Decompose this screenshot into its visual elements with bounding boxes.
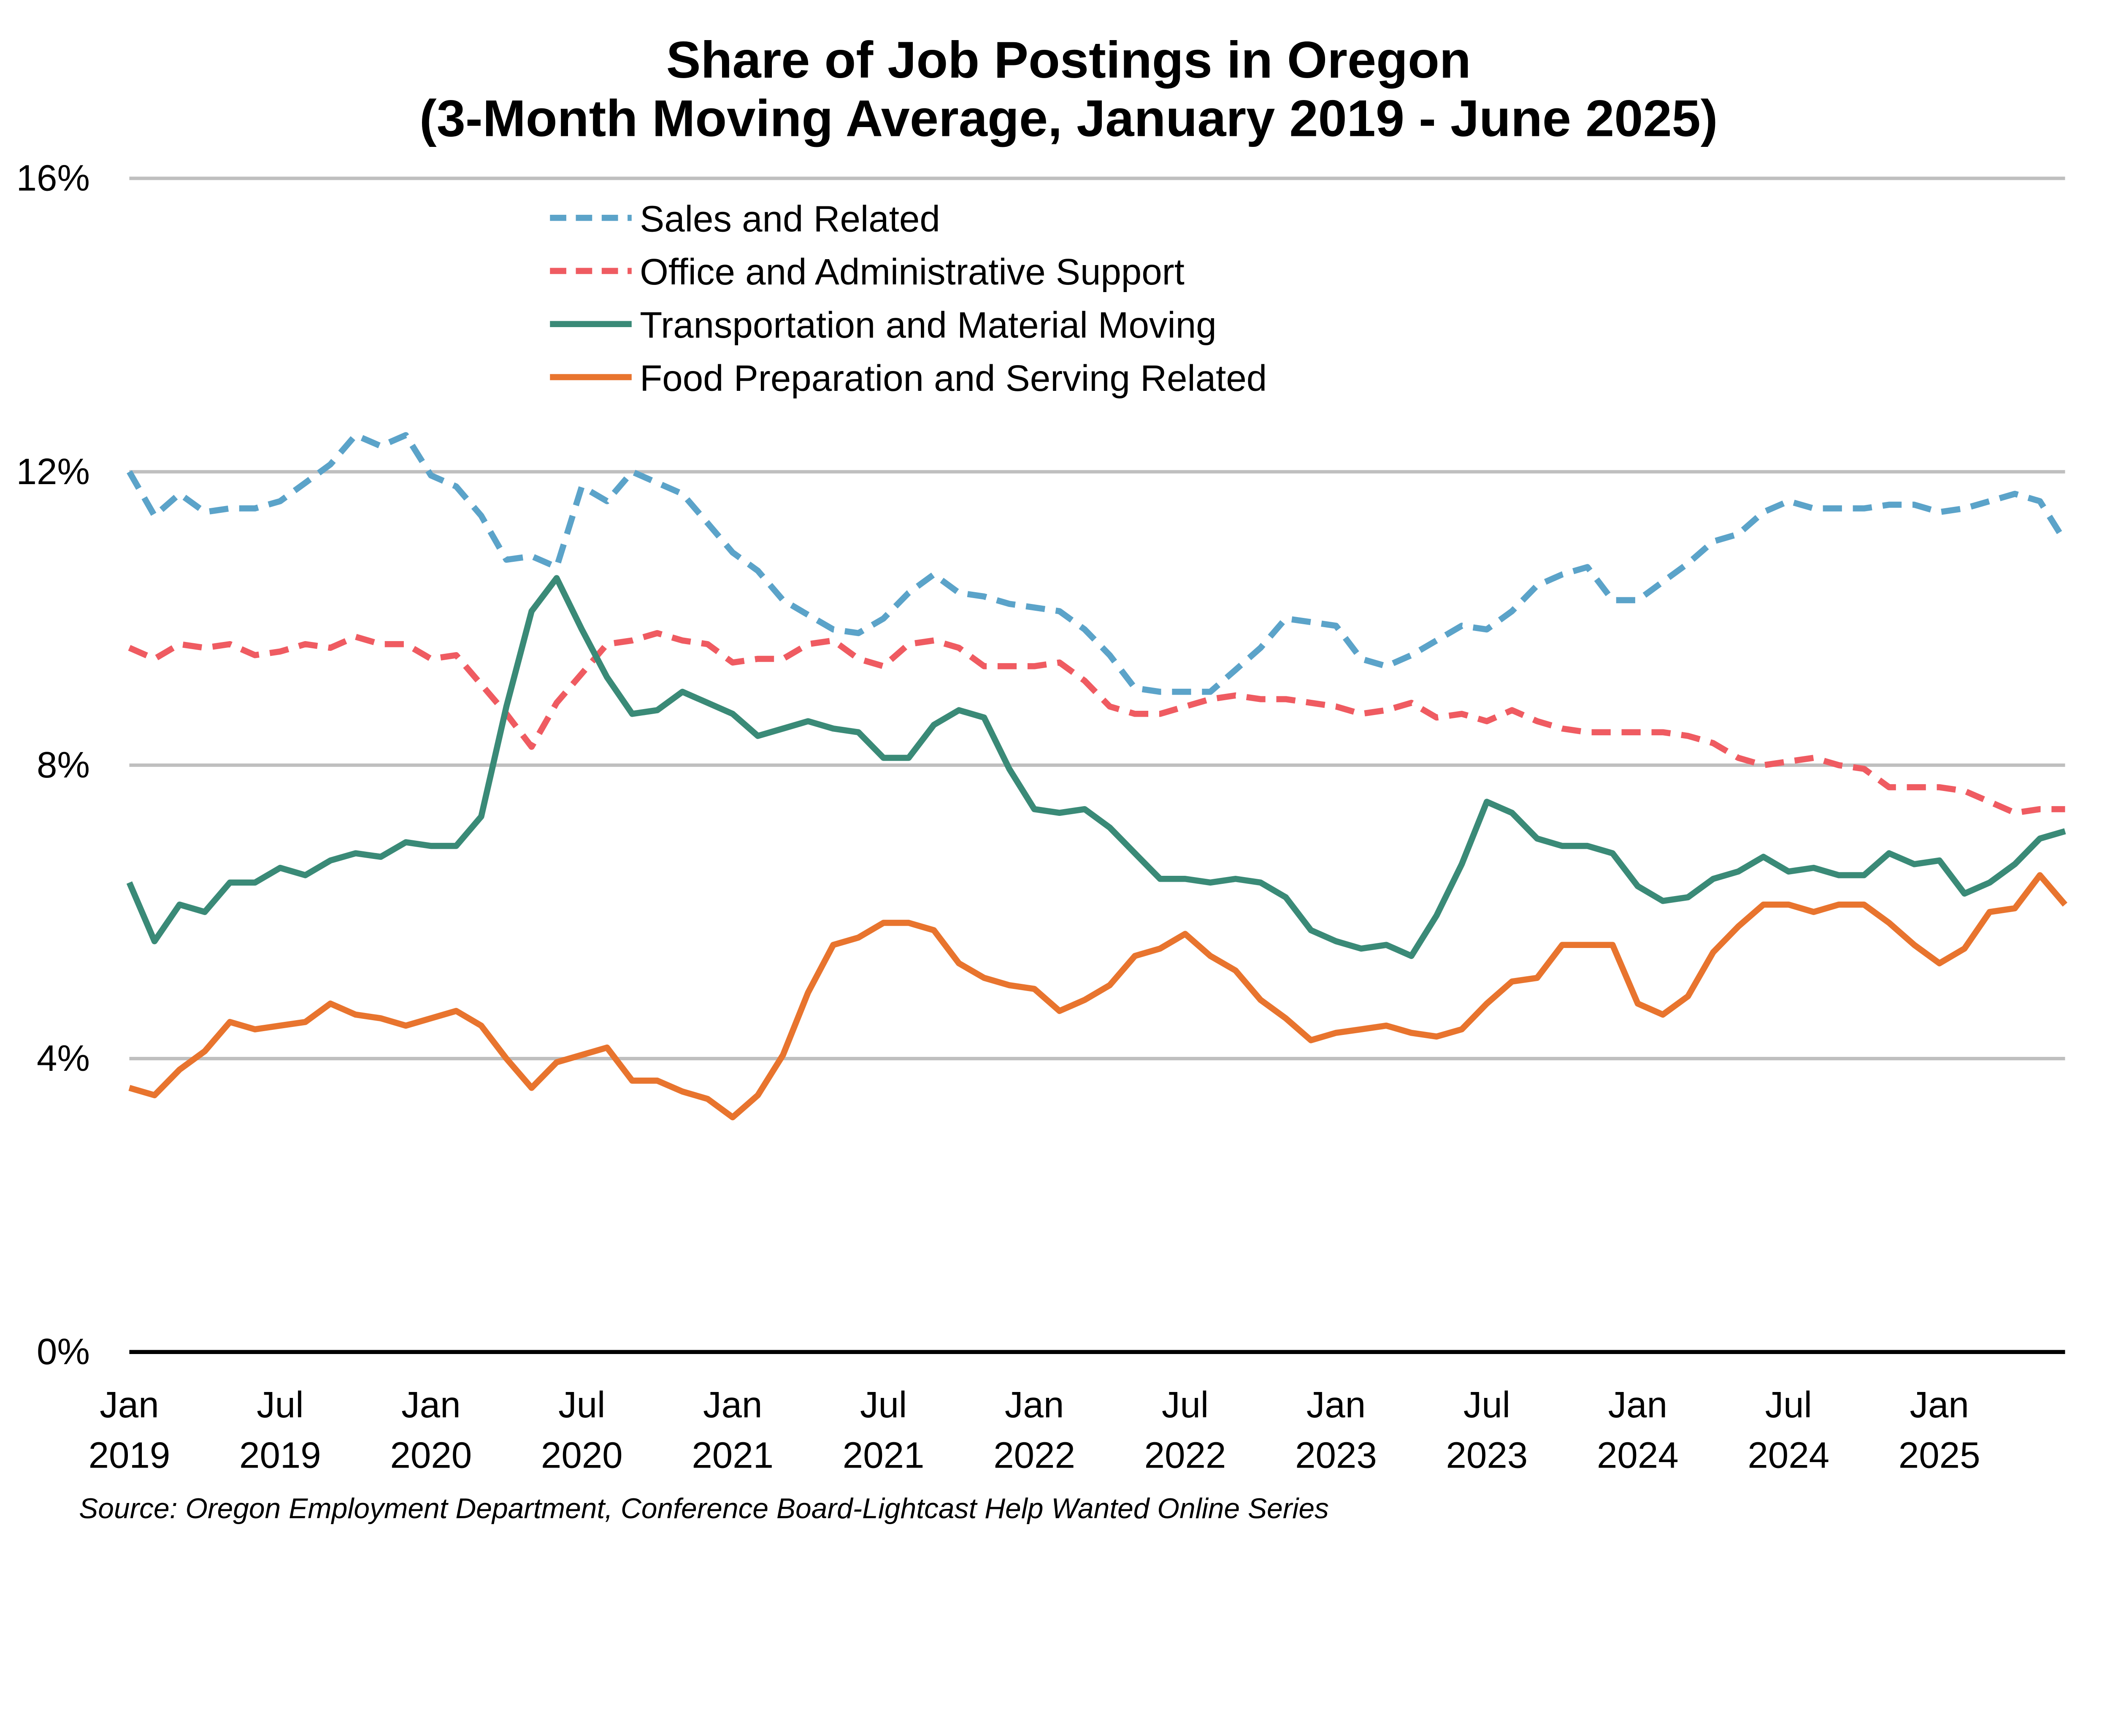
x-tick-label-month: Jan bbox=[703, 1384, 762, 1425]
x-tick-label-year: 2023 bbox=[1295, 1435, 1377, 1476]
series-lines bbox=[126, 432, 2068, 1121]
x-tick-label-month: Jan bbox=[1608, 1384, 1667, 1425]
y-tick-label: 8% bbox=[37, 745, 90, 785]
chart-title-line-1: Share of Job Postings in Oregon bbox=[666, 31, 1471, 89]
x-tick-label-month: Jul bbox=[1765, 1384, 1812, 1425]
x-tick-label-month: Jan bbox=[1307, 1384, 1366, 1425]
legend-label-food-preparation-and-serving-related: Food Preparation and Serving Related bbox=[640, 358, 1267, 399]
x-tick-label-month: Jan bbox=[1910, 1384, 1969, 1425]
y-tick-label: 4% bbox=[37, 1038, 90, 1079]
y-axis-tick-labels: 0% 4% 8% 12% 16% bbox=[16, 158, 90, 1373]
y-tick-label: 12% bbox=[16, 451, 90, 492]
source-note: Source: Oregon Employment Department, Co… bbox=[79, 1493, 1329, 1525]
x-tick-label-year: 2020 bbox=[390, 1435, 472, 1476]
x-tick-label-year: 2022 bbox=[1144, 1435, 1226, 1476]
legend: Sales and Related Office and Administrati… bbox=[550, 198, 1267, 399]
x-tick-label-month: Jan bbox=[100, 1384, 159, 1425]
series-line-office-and-administrative-support bbox=[128, 630, 2065, 816]
x-tick-label-year: 2021 bbox=[843, 1435, 925, 1476]
legend-label-sales-and-related: Sales and Related bbox=[640, 198, 940, 239]
x-tick-label-year: 2025 bbox=[1899, 1435, 1980, 1476]
line-chart: Share of Job Postings in Oregon (3-Month… bbox=[16, 31, 2068, 1525]
legend-label-office-and-administrative-support: Office and Administrative Support bbox=[640, 252, 1185, 292]
x-tick-label-year: 2023 bbox=[1446, 1435, 1528, 1476]
legend-label-transportation-and-material-moving: Transportation and Material Moving bbox=[640, 305, 1217, 346]
x-tick-label-year: 2020 bbox=[541, 1435, 623, 1476]
x-tick-label-month: Jul bbox=[1162, 1384, 1209, 1425]
x-tick-label-month: Jul bbox=[860, 1384, 907, 1425]
x-tick-label-month: Jan bbox=[401, 1384, 460, 1425]
chart-title-line-2: (3-Month Moving Average, January 2019 - … bbox=[419, 89, 1718, 147]
x-tick-label-year: 2024 bbox=[1748, 1435, 1829, 1476]
x-tick-label-year: 2024 bbox=[1597, 1435, 1679, 1476]
x-tick-label-month: Jul bbox=[558, 1384, 605, 1425]
x-tick-label-month: Jul bbox=[257, 1384, 303, 1425]
x-tick-label-year: 2022 bbox=[993, 1435, 1075, 1476]
x-tick-label-month: Jul bbox=[1463, 1384, 1510, 1425]
x-tick-label-year: 2019 bbox=[89, 1435, 170, 1476]
series-line-transportation-and-material-moving bbox=[126, 575, 2066, 959]
x-tick-label-year: 2021 bbox=[692, 1435, 774, 1476]
gridlines bbox=[129, 176, 2065, 1354]
x-tick-label-month: Jan bbox=[1005, 1384, 1064, 1425]
x-tick-label-year: 2019 bbox=[239, 1435, 321, 1476]
y-tick-label: 16% bbox=[16, 158, 90, 199]
y-tick-label: 0% bbox=[37, 1331, 90, 1372]
series-line-food-preparation-and-serving-related bbox=[128, 872, 2068, 1121]
x-axis-tick-labels: Jan 2019 Jul 2019 Jan 2020 Jul 2020 Jan 2021 Jul 20… bbox=[89, 1384, 1980, 1476]
